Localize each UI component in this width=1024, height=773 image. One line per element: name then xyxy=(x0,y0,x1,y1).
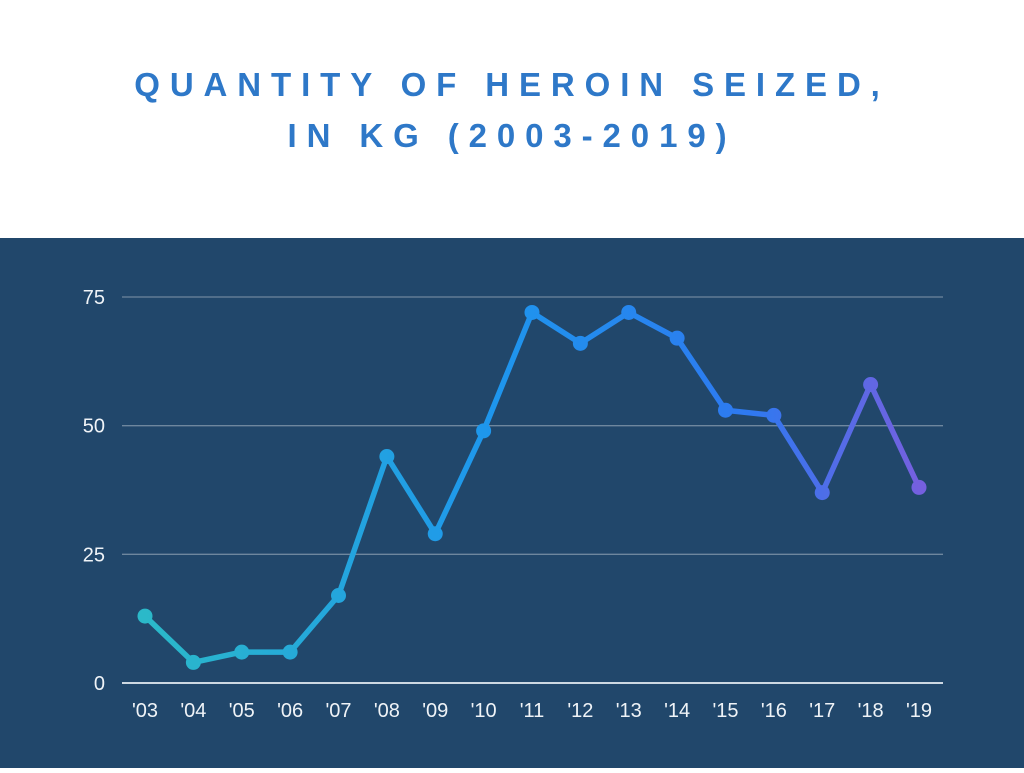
x-tick-label: '19 xyxy=(906,700,932,722)
data-point xyxy=(379,449,395,465)
data-point xyxy=(185,654,201,670)
chart-panel: 0 25 50 75 '03 '04 '05 '06 '07 '08 '09 '10 '11 '12 '13… xyxy=(0,238,1024,768)
data-point xyxy=(234,644,250,660)
y-tick-label: 0 xyxy=(94,673,105,695)
y-tick-label: 25 xyxy=(83,544,105,566)
y-tick-label: 50 xyxy=(83,416,105,438)
x-tick-label: '17 xyxy=(809,700,835,722)
x-tick-label: '03 xyxy=(132,700,158,722)
y-tick-label: 75 xyxy=(83,287,105,309)
header: QUANTITY OF HEROIN SEIZED, IN KG (2003-2… xyxy=(0,0,1024,238)
data-point xyxy=(863,376,879,392)
x-tick-label: '14 xyxy=(664,700,690,722)
x-tick-label: '07 xyxy=(325,700,351,722)
x-tick-label: '05 xyxy=(229,700,255,722)
data-point xyxy=(669,330,685,346)
x-tick-label: '12 xyxy=(567,700,593,722)
chart-title: QUANTITY OF HEROIN SEIZED, IN KG (2003-2… xyxy=(134,59,890,161)
x-tick-label: '09 xyxy=(422,700,448,722)
x-tick-label: '04 xyxy=(180,700,206,722)
x-tick-label: '18 xyxy=(858,700,884,722)
x-tick-label: '15 xyxy=(712,700,738,722)
data-point xyxy=(911,479,927,495)
data-point xyxy=(572,335,588,351)
data-point xyxy=(282,644,298,660)
x-tick-label: '13 xyxy=(616,700,642,722)
data-point xyxy=(766,407,782,423)
line-chart: 0 25 50 75 '03 '04 '05 '06 '07 '08 '09 '10 '11 '12 '13… xyxy=(83,287,943,722)
data-point xyxy=(718,402,733,418)
x-tick-label: '08 xyxy=(374,700,400,722)
data-point xyxy=(331,588,346,604)
x-tick-label: '16 xyxy=(761,700,787,722)
data-point xyxy=(524,304,540,320)
chart-title-line-2: IN KG (2003-2019) xyxy=(287,117,737,154)
data-point xyxy=(621,304,637,320)
data-point xyxy=(137,608,153,624)
data-point xyxy=(814,485,830,501)
x-tick-label: '11 xyxy=(520,700,545,722)
data-line xyxy=(142,309,922,666)
chart-title-line-1: QUANTITY OF HEROIN SEIZED, xyxy=(134,65,890,103)
x-tick-label: '06 xyxy=(277,700,303,722)
x-tick-label: '10 xyxy=(471,700,497,722)
data-point xyxy=(476,423,492,439)
data-point xyxy=(427,526,443,542)
